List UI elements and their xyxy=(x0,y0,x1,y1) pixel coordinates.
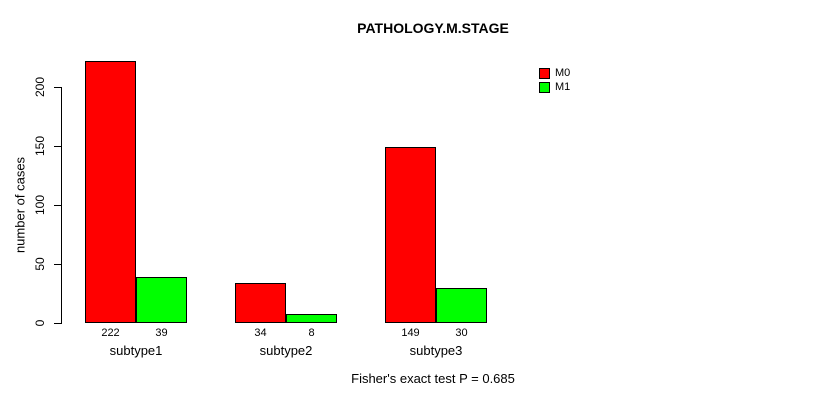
y-tick xyxy=(54,146,61,147)
legend-swatch-m1 xyxy=(539,81,550,93)
annotation-text: Fisher's exact test P = 0.685 xyxy=(351,371,515,386)
y-tick xyxy=(54,323,61,324)
value-label: 34 xyxy=(254,327,267,339)
bar-m1-subtype1 xyxy=(136,277,187,323)
y-axis-line xyxy=(61,87,62,324)
bar-m1-subtype2 xyxy=(286,314,337,323)
y-tick-label: 200 xyxy=(33,76,47,98)
y-tick-label: 100 xyxy=(33,194,47,216)
y-tick xyxy=(54,87,61,88)
bar-m0-subtype3 xyxy=(385,147,436,323)
y-tick-label: 150 xyxy=(33,135,47,157)
legend-label-m0: M0 xyxy=(555,67,571,79)
legend-entry-m1: M1 xyxy=(539,80,570,94)
y-tick xyxy=(54,264,61,265)
category-label-subtype2: subtype2 xyxy=(259,343,313,358)
bar-m0-subtype2 xyxy=(235,283,286,323)
bar-m1-subtype3 xyxy=(436,288,487,323)
legend-label-m1: M1 xyxy=(555,81,571,93)
chart-title: PATHOLOGY.M.STAGE xyxy=(357,20,509,36)
legend-swatch-m0 xyxy=(539,67,550,79)
legend-entry-m0: M0 xyxy=(539,66,570,80)
value-label: 8 xyxy=(308,327,315,339)
y-tick xyxy=(54,205,61,206)
value-label: 30 xyxy=(455,327,468,339)
y-tick-label: 0 xyxy=(33,319,47,327)
y-axis-label: number of cases xyxy=(12,156,28,254)
value-label: 222 xyxy=(101,327,120,339)
legend: M0 M1 xyxy=(539,66,570,94)
category-label-subtype1: subtype1 xyxy=(109,343,163,358)
value-label: 149 xyxy=(401,327,420,339)
y-tick-label: 50 xyxy=(33,257,47,271)
category-label-subtype3: subtype3 xyxy=(409,343,463,358)
value-label: 39 xyxy=(155,327,168,339)
bar-m0-subtype1 xyxy=(85,61,136,323)
